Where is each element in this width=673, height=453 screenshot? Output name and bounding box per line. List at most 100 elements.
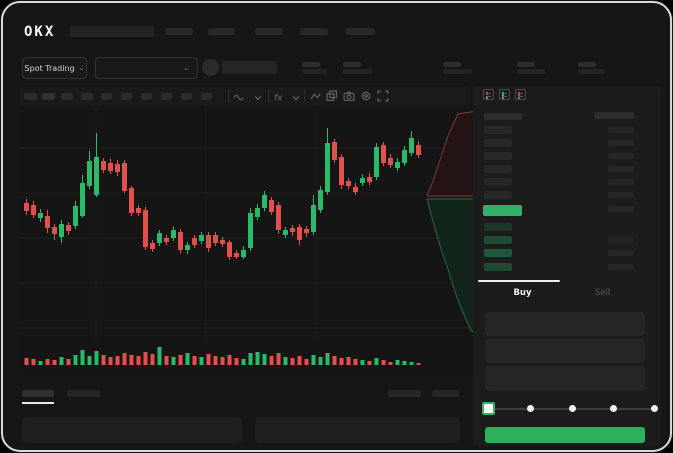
volume-bar [38, 361, 43, 365]
search-placeholder[interactable] [70, 26, 154, 37]
timeframe-button-placeholder[interactable] [101, 93, 112, 100]
volume-bar [360, 360, 365, 365]
chevron-down-icon[interactable] [290, 92, 302, 104]
amount-input-placeholder[interactable] [485, 339, 645, 363]
camera-icon[interactable] [343, 90, 355, 102]
timeframe-button-placeholder[interactable] [201, 93, 212, 100]
timeframe-button-placeholder[interactable] [181, 93, 192, 100]
bottom-action-placeholder[interactable] [432, 390, 459, 397]
bottom-tab-placeholder[interactable] [67, 390, 100, 397]
nav-item-placeholder[interactable] [255, 28, 283, 35]
ask-amount-bar [608, 179, 634, 185]
settings-gear-icon[interactable] [360, 90, 372, 102]
candle-body [388, 158, 393, 165]
candle-body [38, 213, 43, 218]
volume-bar [108, 357, 113, 365]
timeframe-button-placeholder[interactable] [81, 93, 93, 100]
bid-price-bar[interactable] [484, 249, 512, 257]
volume-bar [297, 356, 302, 365]
price-input-placeholder[interactable] [485, 312, 645, 336]
timeframe-button-placeholder[interactable] [161, 93, 172, 100]
ask-price-bar[interactable] [484, 191, 512, 199]
last-price-badge[interactable] [483, 205, 522, 216]
candle-body [94, 157, 99, 195]
ticker-stat-placeholder [302, 69, 327, 74]
pair-selector-dropdown[interactable]: ⌄ [95, 57, 198, 79]
slider-stop[interactable] [651, 405, 658, 412]
ask-price-bar[interactable] [484, 152, 512, 160]
candle-body [311, 205, 316, 232]
bid-price-bar[interactable] [484, 263, 512, 271]
candle-body [129, 188, 134, 213]
ask-price-bar[interactable] [484, 165, 512, 173]
tab-buy[interactable]: Buy [513, 288, 532, 298]
slider-handle[interactable] [482, 402, 495, 415]
toolbar-divider [228, 90, 229, 102]
volume-bar [80, 350, 85, 365]
candle-body [339, 157, 344, 185]
active-tab-indicator [478, 280, 560, 282]
candle-body [248, 213, 253, 248]
timeframe-button-placeholder[interactable] [42, 93, 55, 100]
volume-bar [192, 356, 197, 365]
nav-item-placeholder[interactable] [208, 28, 235, 35]
volume-bar [157, 347, 162, 365]
candle-body [360, 178, 365, 183]
orderbook-bids-icon[interactable] [499, 89, 510, 100]
compare-layers-icon[interactable] [326, 90, 338, 102]
candle-body [108, 163, 113, 171]
volume-bar [150, 354, 155, 365]
fullscreen-icon[interactable] [377, 90, 389, 102]
ask-price-bar[interactable] [484, 139, 512, 147]
candle-body [255, 208, 260, 217]
tab-sell[interactable]: Sell [594, 288, 611, 298]
volume-bar [318, 357, 323, 365]
overlay-wave-icon[interactable] [310, 91, 322, 103]
volume-bar [164, 356, 169, 365]
ask-price-bar[interactable] [484, 178, 512, 186]
ask-amount-bar [608, 140, 634, 146]
slider-stop[interactable] [527, 405, 534, 412]
chart-toolbar [20, 87, 470, 106]
market-type-dropdown[interactable]: Spot Trading ⌄ [22, 57, 87, 79]
ticker-stat-placeholder [343, 69, 372, 74]
bid-price-bar[interactable] [484, 236, 512, 244]
timeframe-button-placeholder[interactable] [141, 93, 152, 100]
ask-price-bar[interactable] [484, 126, 512, 134]
bid-price-bar[interactable] [484, 223, 512, 231]
volume-bar [31, 359, 36, 365]
buy-submit-button[interactable] [485, 427, 645, 443]
timeframe-button-placeholder[interactable] [121, 93, 132, 100]
volume-bar [283, 357, 288, 365]
bottom-tab-placeholder-active[interactable] [22, 390, 54, 397]
orderbook-asks-icon[interactable] [515, 89, 526, 100]
slider-stop[interactable] [610, 405, 617, 412]
candle-body [262, 195, 267, 208]
toolbar-divider [304, 90, 305, 102]
slider-stop[interactable] [569, 405, 576, 412]
volume-bar [206, 354, 211, 365]
total-input-placeholder[interactable] [485, 366, 645, 391]
volume-bar [262, 354, 267, 365]
orderbook-combined-icon[interactable] [483, 89, 494, 100]
candle-body [416, 145, 421, 155]
indicators-fx-icon[interactable]: fx [273, 91, 285, 103]
timeframe-button-placeholder[interactable] [61, 93, 73, 100]
okx-logo[interactable]: OKX [24, 24, 56, 40]
nav-item-placeholder[interactable] [165, 28, 193, 35]
candle-body [31, 205, 36, 215]
nav-item-placeholder[interactable] [346, 28, 375, 35]
chevron-down-icon[interactable] [252, 92, 264, 104]
candle-body [150, 243, 155, 249]
bottom-action-placeholder[interactable] [388, 390, 421, 397]
ticker-stat-placeholder [517, 69, 545, 74]
volume-bar [311, 355, 316, 365]
ticker-stat-placeholder [517, 62, 535, 67]
candle-body [59, 224, 64, 237]
nav-item-placeholder[interactable] [300, 28, 328, 35]
volume-bar [332, 356, 337, 365]
chart-style-icon[interactable] [233, 91, 245, 103]
timeframe-button-placeholder[interactable] [24, 93, 37, 100]
